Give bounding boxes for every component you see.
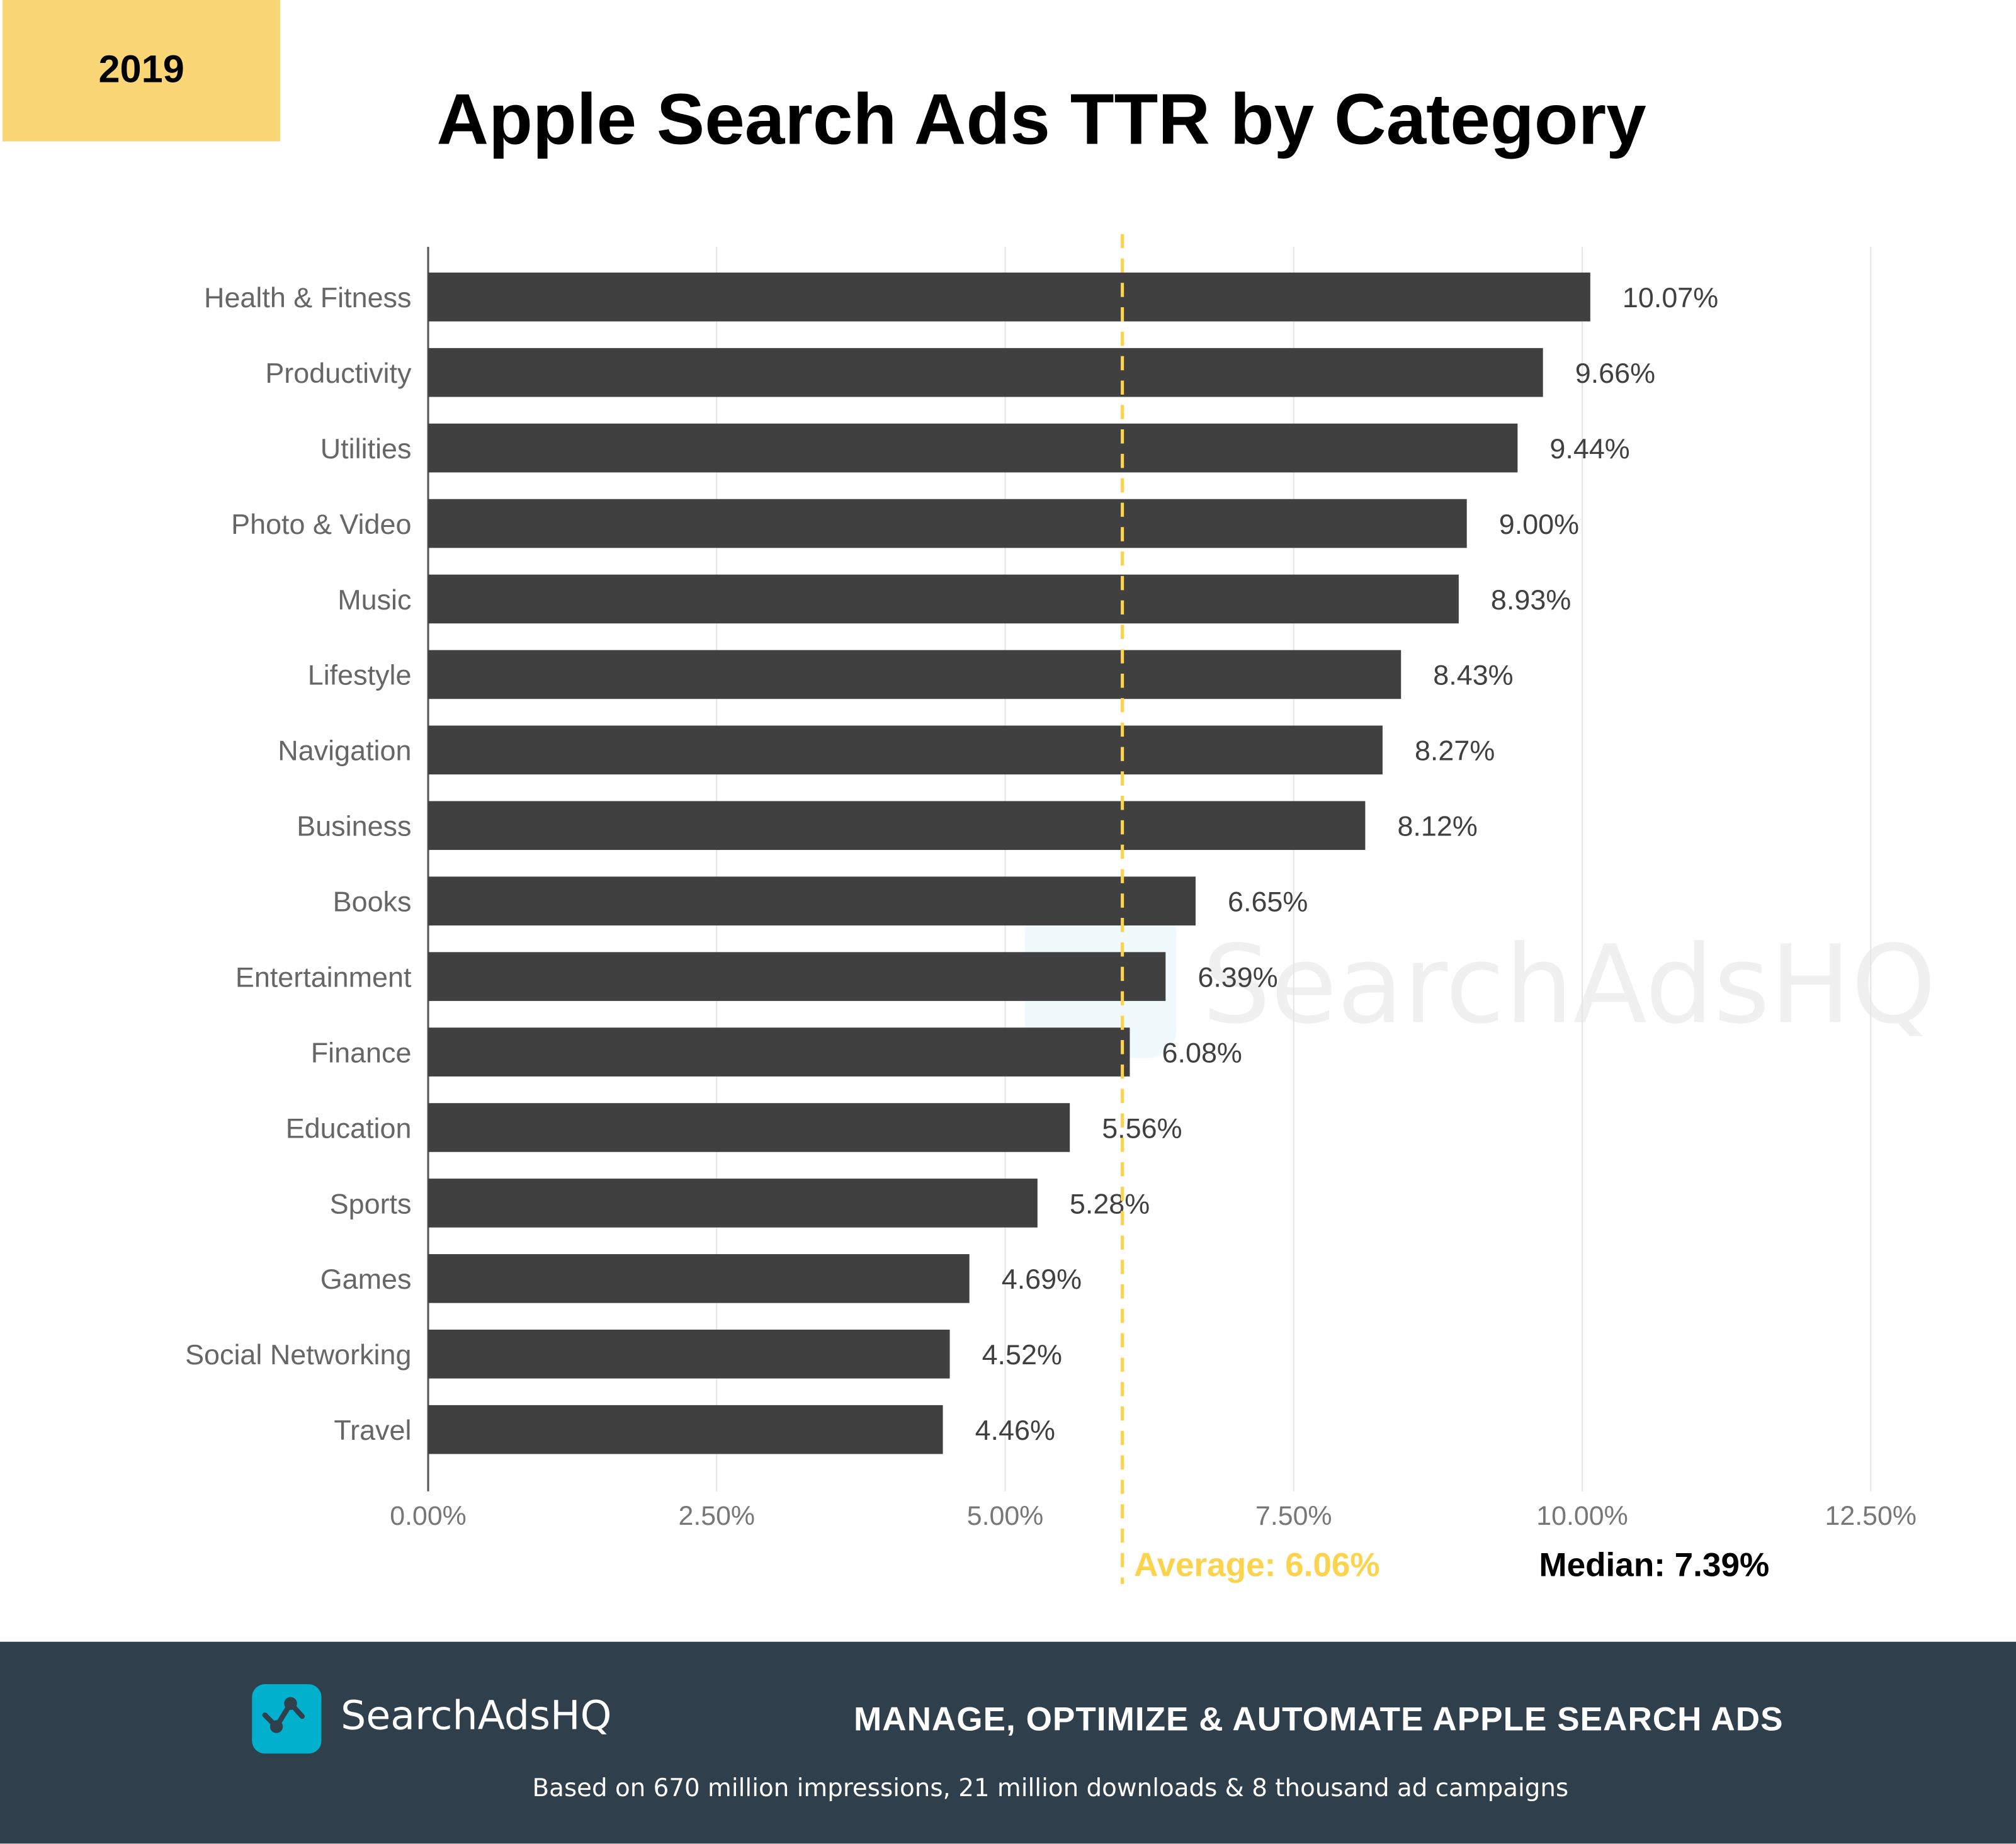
bar	[428, 725, 1383, 775]
year-text: 2019	[98, 48, 184, 91]
data-label: 6.08%	[1162, 1036, 1242, 1068]
category-label: Health & Fitness	[204, 281, 411, 314]
bar-chart: SearchAdsHQ 0.00% 2.50% 5.00% 7.50% 10.00% 12.…	[185, 234, 1936, 1584]
data-label: 9.44%	[1549, 433, 1629, 465]
bar	[428, 499, 1467, 548]
data-label: 9.66%	[1575, 357, 1655, 389]
data-label: 4.52%	[982, 1338, 1062, 1371]
data-label: 8.43%	[1433, 659, 1513, 691]
category-label: Finance	[311, 1036, 412, 1068]
data-label: 6.65%	[1228, 886, 1308, 918]
chart-title: Apple Search Ads TTR by Category	[436, 78, 1646, 160]
category-label: Social Networking	[185, 1338, 411, 1371]
category-label: Music	[337, 584, 411, 616]
bar	[428, 801, 1366, 851]
data-label: 8.93%	[1491, 584, 1571, 616]
x-tick-label: 2.50%	[678, 1501, 755, 1531]
data-label: 4.46%	[975, 1414, 1055, 1446]
category-label: Business	[297, 810, 411, 842]
bar	[428, 1254, 970, 1303]
bar	[428, 272, 1590, 322]
bar	[428, 1103, 1070, 1152]
bar	[428, 1405, 943, 1454]
category-label: Sports	[330, 1187, 412, 1219]
category-label: Games	[320, 1263, 412, 1295]
data-label: 4.69%	[1002, 1263, 1082, 1295]
x-tick-label: 5.00%	[967, 1501, 1044, 1531]
x-tick-label: 0.00%	[390, 1501, 467, 1531]
bar	[428, 574, 1459, 624]
bar	[428, 348, 1543, 397]
tagline: MANAGE, OPTIMIZE & AUTOMATE APPLE SEARCH…	[853, 1699, 1784, 1738]
x-tick-label: 7.50%	[1255, 1501, 1332, 1531]
data-source-note: Based on 670 million impressions, 21 mil…	[532, 1774, 1569, 1803]
bar	[428, 1329, 950, 1379]
bar	[428, 952, 1166, 1001]
category-label: Books	[333, 886, 412, 918]
bar	[428, 650, 1402, 699]
bar	[428, 423, 1518, 473]
x-tick-label: 12.50%	[1825, 1501, 1917, 1531]
data-label: 5.28%	[1070, 1187, 1150, 1219]
bar	[428, 876, 1196, 925]
category-label: Travel	[334, 1414, 411, 1446]
category-label: Productivity	[265, 357, 412, 389]
logo-icon	[252, 1684, 322, 1754]
median-label: Median: 7.39%	[1539, 1547, 1769, 1584]
data-label: 8.27%	[1415, 735, 1495, 767]
x-tick-label: 10.00%	[1536, 1501, 1628, 1531]
average-label: Average: 6.06%	[1134, 1547, 1379, 1584]
data-label: 10.07%	[1622, 281, 1718, 314]
category-label: Utilities	[320, 433, 412, 465]
category-label: Entertainment	[235, 961, 412, 993]
data-label: 6.39%	[1198, 961, 1277, 993]
bar	[428, 1027, 1130, 1077]
category-label: Education	[286, 1112, 412, 1144]
category-label: Photo & Video	[231, 508, 411, 540]
data-label: 5.56%	[1102, 1112, 1182, 1144]
data-label: 9.00%	[1499, 508, 1579, 540]
watermark-text: SearchAdsHQ	[1202, 922, 1936, 1048]
footer: SearchAdsHQ MANAGE, OPTIMIZE & AUTOMATE …	[0, 1641, 2016, 1844]
watermark: SearchAdsHQ	[1024, 906, 1936, 1058]
data-label: 8.12%	[1397, 810, 1477, 842]
bar	[428, 1179, 1038, 1228]
category-label: Lifestyle	[308, 659, 412, 691]
brand-name: SearchAdsHQ	[341, 1693, 612, 1739]
category-label: Navigation	[278, 735, 411, 767]
year-badge: 2019	[3, 0, 281, 142]
